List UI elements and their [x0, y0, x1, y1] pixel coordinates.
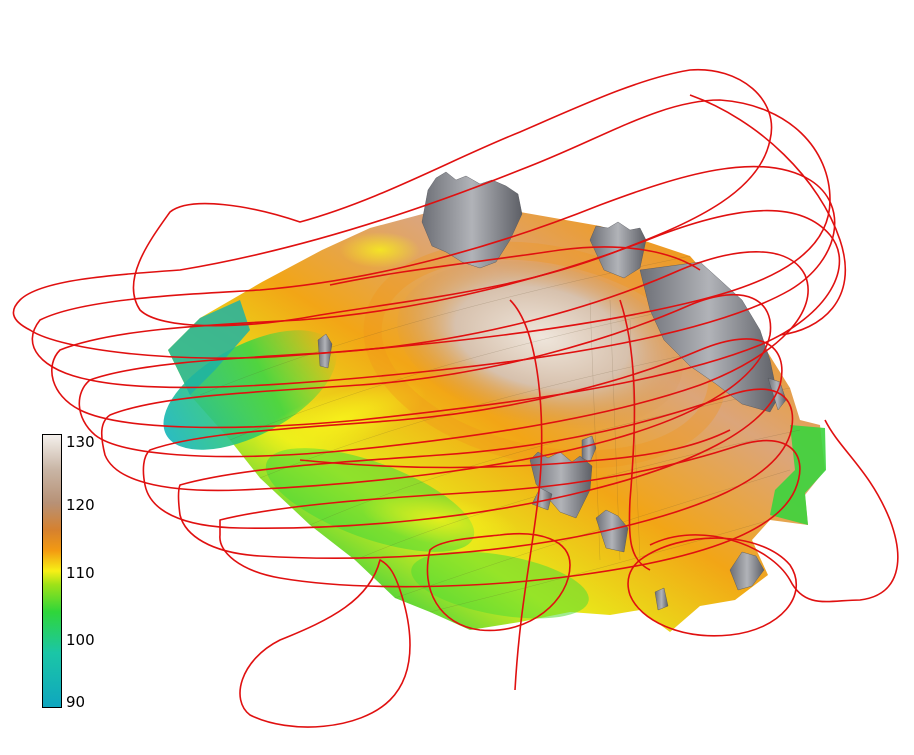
terrain-surface	[163, 212, 826, 632]
flight-trajectory	[12, 68, 899, 728]
colorbar	[42, 434, 62, 708]
building-southeast	[729, 551, 765, 591]
trajectory-loop-4	[51, 209, 841, 429]
trajectory-loop-3	[31, 165, 836, 389]
building-mid	[581, 435, 597, 463]
building-small-2	[654, 587, 669, 611]
orange-rim	[363, 241, 727, 469]
colorbar-label-130: 130	[66, 433, 95, 451]
trajectory-vertical-1	[509, 299, 543, 691]
building-row-east	[639, 261, 779, 413]
building-south-central	[595, 509, 629, 553]
green-southwest-band	[411, 551, 589, 619]
trajectory-loop-east	[689, 94, 846, 336]
trajectory-loop-south-2	[426, 533, 571, 632]
green-east-patch	[770, 425, 826, 525]
yellow-band-1	[253, 381, 427, 459]
building-cluster-north	[421, 171, 523, 269]
trajectory-vertical-2	[619, 299, 651, 571]
trajectory-inner-2	[299, 429, 731, 469]
trajectory-loop-southeast	[627, 537, 797, 637]
building-west	[317, 333, 333, 369]
trajectory-loop-7	[142, 338, 783, 529]
colorbar-label-90: 90	[66, 693, 86, 711]
trajectory-loop-5	[78, 251, 809, 458]
trajectory-loop-south	[239, 559, 411, 728]
green-west-band	[163, 330, 337, 450]
colorbar-label-110: 110	[66, 564, 95, 582]
trajectory-loop-southeast-2	[649, 419, 899, 603]
buildings	[317, 171, 787, 611]
trajectory-loop-2	[12, 99, 831, 359]
yellow-band-3	[340, 232, 420, 268]
trajectory-inner-1	[329, 246, 701, 286]
central-mound	[397, 261, 683, 429]
colorbar-label-120: 120	[66, 496, 95, 514]
colorbar-label-100: 100	[66, 631, 95, 649]
yellow-band-2	[361, 491, 519, 549]
trajectory-loop-6	[100, 293, 772, 492]
trajectory-loop-9	[219, 439, 801, 588]
